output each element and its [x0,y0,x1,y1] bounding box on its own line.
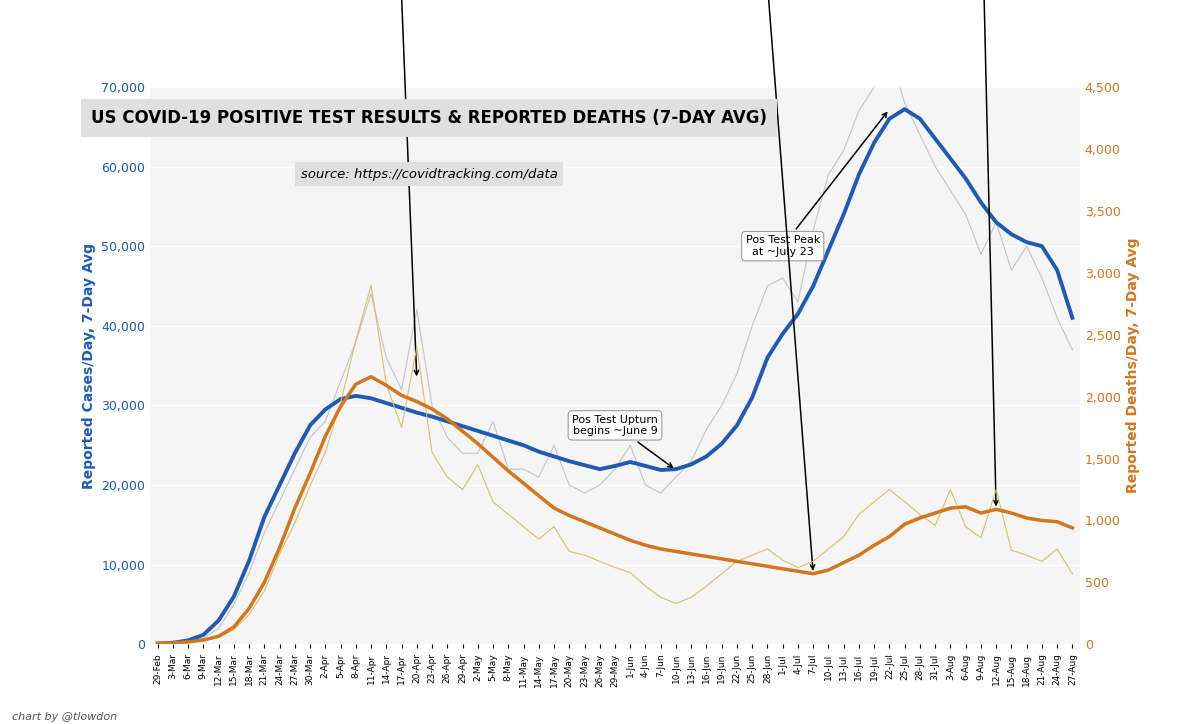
Text: Pos Test Peak
at ~July 23: Pos Test Peak at ~July 23 [745,113,887,257]
Y-axis label: Reported Deaths/Day, 7-Day Avg: Reported Deaths/Day, 7-Day Avg [1127,238,1140,493]
Y-axis label: Reported Cases/Day, 7-Day Avg: Reported Cases/Day, 7-Day Avg [82,243,96,489]
Text: source: https://covidtracking.com/data: source: https://covidtracking.com/data [300,168,558,181]
Text: Northern States Deaths Peak
at ~Apr 21: Northern States Deaths Peak at ~Apr 21 [199,0,419,375]
Text: Sunbelt Deaths Peak
at ~Aug 12: Sunbelt Deaths Peak at ~Aug 12 [877,0,998,505]
Text: US COVID-19 POSITIVE TEST RESULTS & REPORTED DEATHS (7-DAY AVG): US COVID-19 POSITIVE TEST RESULTS & REPO… [91,109,767,127]
Text: Upturn in Deaths
begins ~July 6: Upturn in Deaths begins ~July 6 [690,0,815,569]
Text: chart by @tlowdon: chart by @tlowdon [12,712,118,723]
Text: Pos Test Upturn
begins ~June 9: Pos Test Upturn begins ~June 9 [572,415,672,467]
